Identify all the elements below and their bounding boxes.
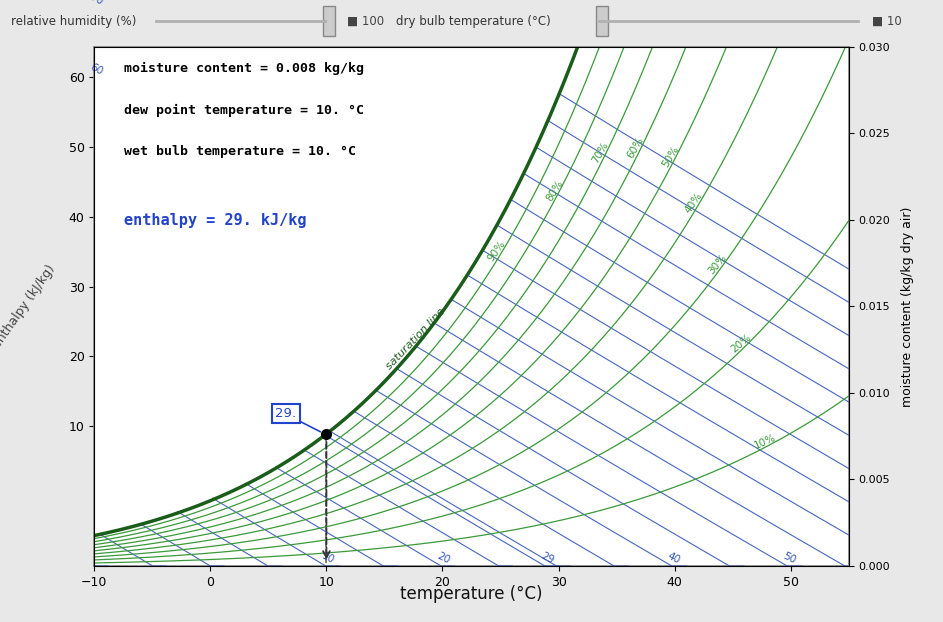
Text: ■ 10: ■ 10 xyxy=(872,14,902,27)
Text: 60%: 60% xyxy=(625,136,646,160)
Text: 29.: 29. xyxy=(275,407,296,420)
Text: dry bulb temperature (°C): dry bulb temperature (°C) xyxy=(396,14,551,27)
Text: 10%: 10% xyxy=(753,432,778,451)
Text: wet bulb temperature = 10. °C: wet bulb temperature = 10. °C xyxy=(124,146,356,159)
Text: 50%: 50% xyxy=(660,144,681,169)
Text: 70%: 70% xyxy=(590,141,611,165)
Text: 60: 60 xyxy=(89,62,105,77)
Text: dew point temperature = 10. °C: dew point temperature = 10. °C xyxy=(124,104,365,117)
Text: relative humidity (%): relative humidity (%) xyxy=(11,14,137,27)
Text: moisture content = 0.008 kg/kg: moisture content = 0.008 kg/kg xyxy=(124,62,365,75)
Text: enthalpy (kJ/kg): enthalpy (kJ/kg) xyxy=(0,262,58,351)
Text: 90%: 90% xyxy=(486,239,507,264)
Text: 30%: 30% xyxy=(706,253,729,277)
Text: 70: 70 xyxy=(89,0,105,7)
Text: 40%: 40% xyxy=(683,191,704,215)
Y-axis label: moisture content (kg/kg dry air): moisture content (kg/kg dry air) xyxy=(902,206,915,407)
Text: 80%: 80% xyxy=(544,178,565,203)
Text: ■ 100: ■ 100 xyxy=(347,14,384,27)
Text: 29: 29 xyxy=(539,550,555,565)
Text: 20: 20 xyxy=(436,550,452,565)
Text: 10: 10 xyxy=(320,550,336,565)
Text: 20%: 20% xyxy=(729,332,753,355)
Text: saturation line: saturation line xyxy=(385,306,447,371)
FancyBboxPatch shape xyxy=(596,6,608,35)
Text: 50: 50 xyxy=(782,550,798,565)
Text: 40: 40 xyxy=(666,550,682,565)
Text: enthalpy = 29. kJ/kg: enthalpy = 29. kJ/kg xyxy=(124,213,307,228)
FancyBboxPatch shape xyxy=(323,6,335,35)
Text: temperature (°C): temperature (°C) xyxy=(400,585,543,603)
